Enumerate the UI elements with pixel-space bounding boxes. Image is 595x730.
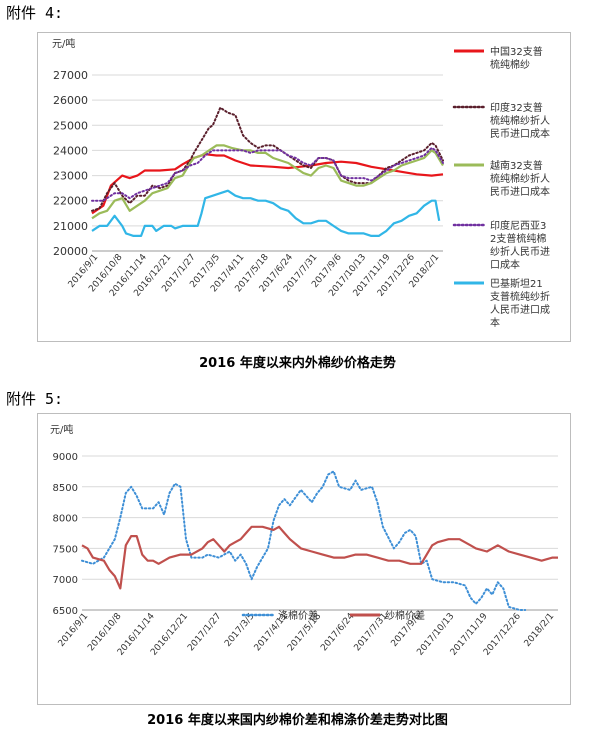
y-tick-label: 22000 xyxy=(53,195,88,208)
x-tick-label: 2017/3/5 xyxy=(223,612,257,649)
legend-label-2: 越南32支普梳纯棉纱折人民币进口成本 xyxy=(490,159,550,198)
chart-1-grid xyxy=(92,74,443,252)
y-tick-label: 20000 xyxy=(53,245,88,258)
y-tick-label: 27000 xyxy=(53,69,88,82)
y-tick-label: 6500 xyxy=(53,606,78,617)
chart-1-caption: 2016 年度以来内外棉纱价格走势 xyxy=(199,356,396,371)
legend-label-1: 纱棉价差 xyxy=(385,609,425,622)
y-tick-label: 8000 xyxy=(53,514,78,525)
y-tick-label: 8500 xyxy=(53,483,78,494)
chart-1-series xyxy=(91,106,444,237)
chart-1-svg: 元/吨 200002100022000230002400025000260002… xyxy=(52,37,550,329)
chart-1-x-ticks: 2016/9/12016/10/82016/11/142016/12/21201… xyxy=(67,252,442,298)
chart-2-grid xyxy=(82,455,558,611)
x-tick-label: 2018/2/1 xyxy=(523,612,557,649)
series-line-3 xyxy=(91,146,444,202)
legend-label-3: 印度尼西亚3 2支普梳纯棉纱折人民币进口成本 xyxy=(490,219,550,271)
legend-label-0: 涤棉价差 xyxy=(278,609,318,622)
y-tick-label: 26000 xyxy=(53,94,88,107)
chart-1-legend: 中国32支普梳纯棉纱印度32支普梳纯棉纱折人民币进口成本越南32支普梳纯棉纱折人… xyxy=(452,45,550,329)
attachment-5-label: 附件 5: xyxy=(6,390,64,408)
y-tick-label: 21000 xyxy=(53,220,88,233)
series-line-2 xyxy=(91,144,444,220)
y-tick-label: 9000 xyxy=(53,452,78,463)
y-tick-label: 7000 xyxy=(53,575,78,586)
x-tick-label: 2016/10/8 xyxy=(86,611,123,653)
y-tick-label: 25000 xyxy=(53,119,88,132)
series-line-1 xyxy=(91,106,444,212)
chart-1-frame: 元/吨 20000 21000 22000 23000 24000 25000 26000 2… xyxy=(37,32,571,342)
chart-2-frame: 元/吨 6500 7000 7500 8000 8500 9000 2016/9/1 201… xyxy=(37,413,571,705)
y-tick-label: 23000 xyxy=(53,170,88,183)
series-line-0 xyxy=(81,470,527,611)
series-line-0 xyxy=(91,153,444,215)
series-line-1 xyxy=(81,525,558,590)
chart-1-y-ticks: 20000 21000 22000 23000 24000 25000 26000 27000 xyxy=(53,69,88,258)
chart-2-legend: 涤棉价差 纱棉价差 xyxy=(241,609,425,622)
legend-label-0: 中国32支普梳纯棉纱 xyxy=(490,45,543,71)
series-line-4 xyxy=(91,189,441,237)
chart-2-unit-label: 元/吨 xyxy=(50,423,73,436)
y-tick-label: 7500 xyxy=(53,544,78,555)
legend-label-4: 巴基斯坦21 支普梳纯纱折人民币进口成本 xyxy=(490,277,550,329)
chart-2-caption: 2016 年度以来国内纱棉价差和棉涤价差走势对比图 xyxy=(147,713,448,728)
y-tick-label: 24000 xyxy=(53,144,88,157)
x-tick-label: 2017/1/27 xyxy=(186,612,223,654)
attachment-4-label: 附件 4: xyxy=(6,4,64,22)
x-tick-label: 2017/6/24 xyxy=(319,611,356,653)
chart-2-series xyxy=(81,470,558,611)
legend-label-1: 印度32支普梳纯棉纱折人民币进口成本 xyxy=(490,101,550,140)
chart-2-y-ticks: 6500 7000 7500 8000 8500 9000 xyxy=(53,452,78,617)
chart-1-unit-label: 元/吨 xyxy=(52,37,75,50)
x-tick-label: 2016/9/1 xyxy=(57,612,91,649)
